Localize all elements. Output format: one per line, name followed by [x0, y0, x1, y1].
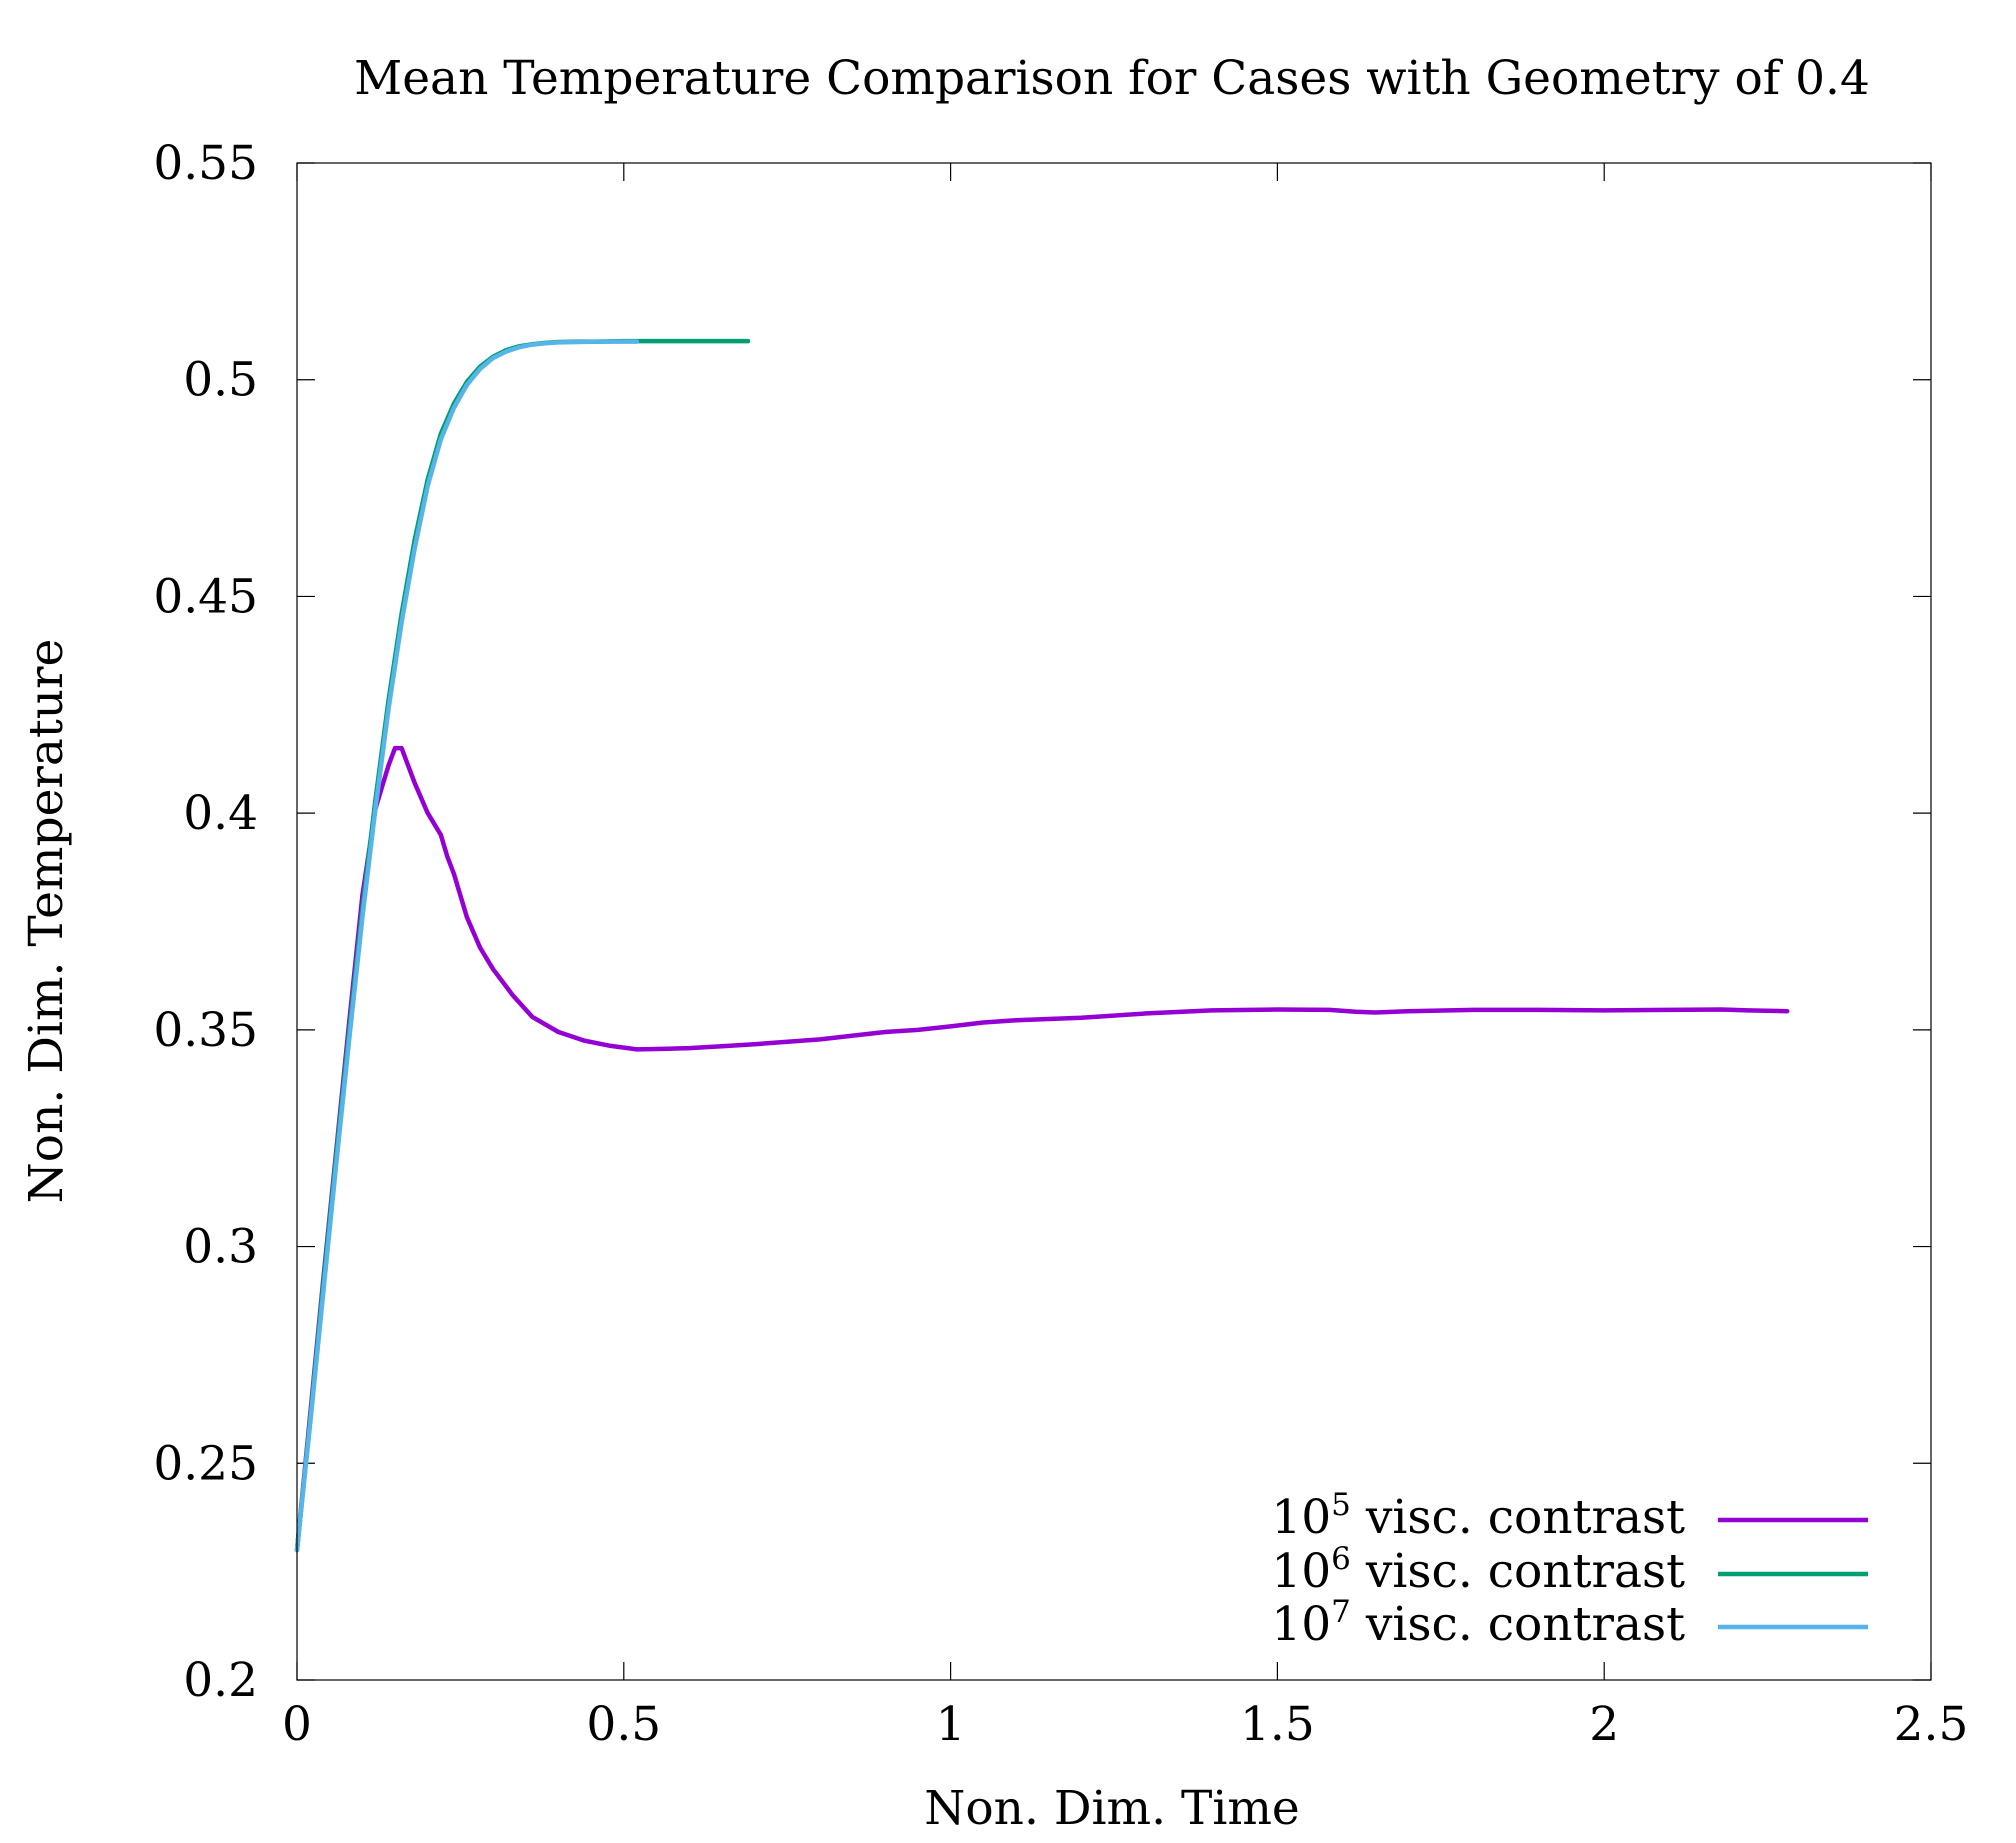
legend-label-text: visc. contrast — [1351, 1490, 1685, 1545]
legend-entry-5: 105 visc. contrast — [1271, 1487, 1868, 1545]
legend-label-base: 10 — [1271, 1490, 1331, 1545]
legend-entry-6: 106 visc. contrast — [1271, 1541, 1868, 1599]
y-tick-label: 0.55 — [153, 136, 258, 191]
x-axis-label: Non. Dim. Time — [924, 1781, 1300, 1836]
x-tick-label: 2 — [1589, 1697, 1619, 1752]
legend-label-text: visc. contrast — [1351, 1597, 1685, 1652]
y-tick-label: 0.3 — [183, 1220, 258, 1275]
y-tick-label: 0.25 — [153, 1436, 258, 1491]
y-tick-label: 0.5 — [183, 353, 258, 408]
series-layer — [294, 338, 1790, 1553]
legend-label-base: 10 — [1271, 1597, 1331, 1652]
legend-label: 105 visc. contrast — [1271, 1487, 1685, 1545]
series-line-5 — [294, 745, 1790, 1553]
chart-title: Mean Temperature Comparison for Cases wi… — [354, 51, 1870, 106]
legend-label: 107 visc. contrast — [1271, 1594, 1685, 1652]
legend-label-text: visc. contrast — [1351, 1544, 1685, 1599]
legend-label-exponent: 5 — [1331, 1487, 1351, 1523]
ticks-layer: 0 0.5 1 1.5 2 2.5 0.2 0.25 0.3 0.35 0.4 0.45 0.5 0.55 — [153, 136, 1968, 1752]
series-line-7 — [294, 339, 640, 1553]
y-tick-label: 0.4 — [183, 786, 258, 841]
x-tick-label: 1.5 — [1240, 1697, 1315, 1752]
legend-entry-7: 107 visc. contrast — [1271, 1594, 1868, 1652]
plot-frame — [296, 162, 1932, 1681]
legend-label-exponent: 7 — [1331, 1594, 1351, 1630]
x-tick-label: 0.5 — [586, 1697, 661, 1752]
x-tick-label: 1 — [936, 1697, 966, 1752]
y-axis-label: Non. Dim. Temperature — [19, 639, 74, 1204]
x-tick-label: 2.5 — [1894, 1697, 1969, 1752]
y-tick-label: 0.35 — [153, 1003, 258, 1058]
legend-label: 106 visc. contrast — [1271, 1541, 1685, 1599]
legend-label-base: 10 — [1271, 1544, 1331, 1599]
legend-label-exponent: 6 — [1331, 1541, 1351, 1577]
x-tick-label: 0 — [282, 1697, 312, 1752]
y-tick-label: 0.2 — [183, 1653, 258, 1708]
y-tick-label: 0.45 — [153, 569, 258, 624]
